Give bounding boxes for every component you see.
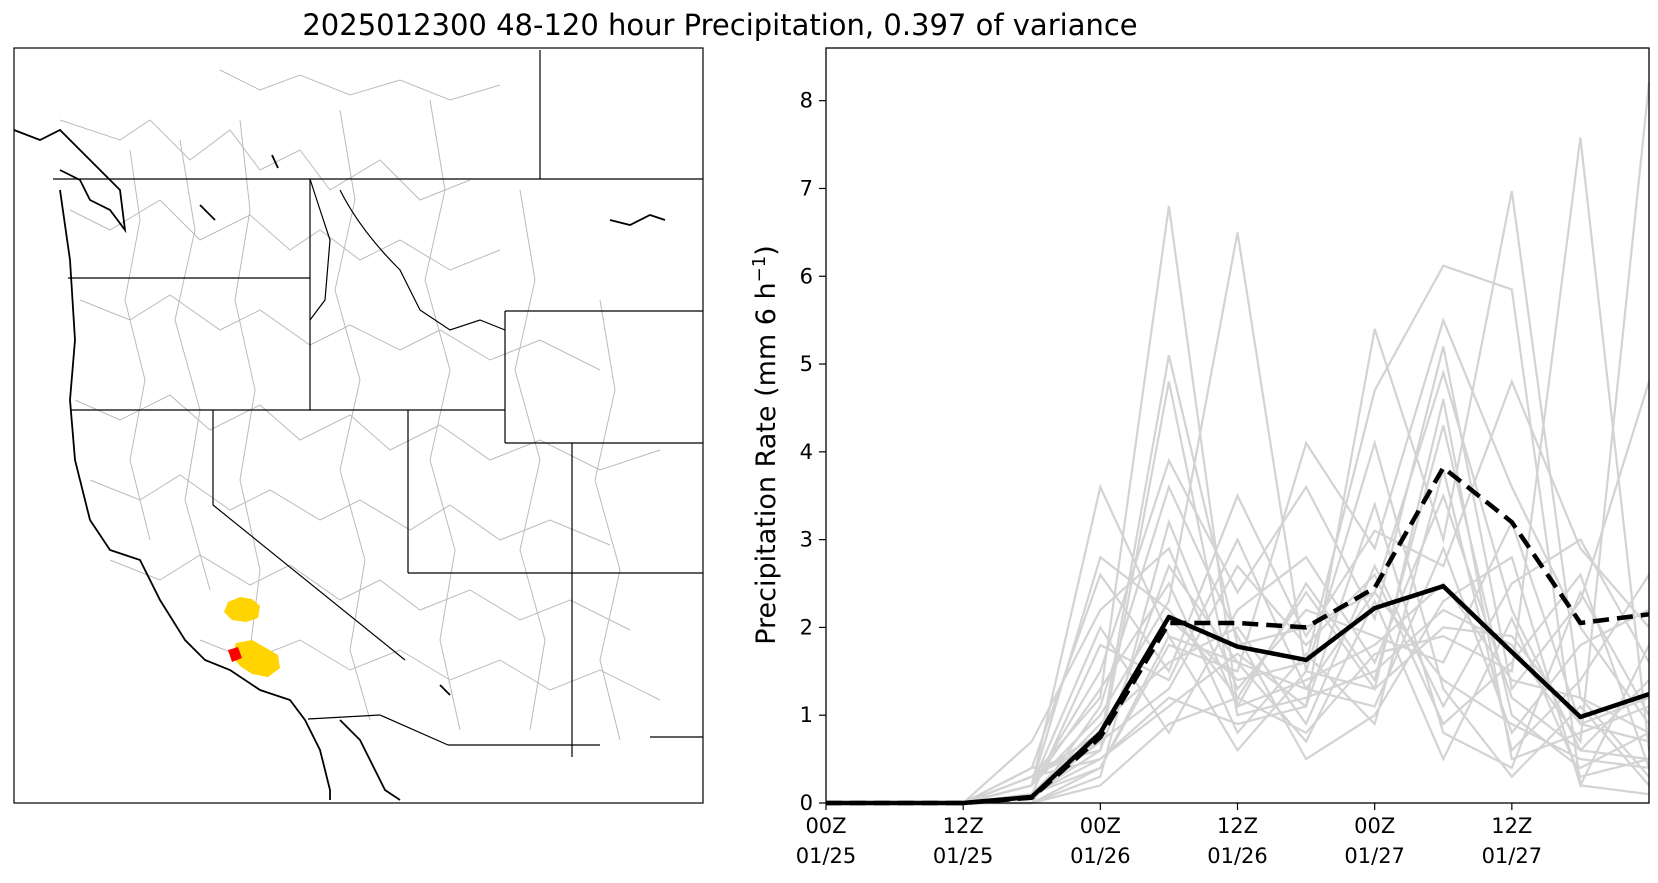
map-frame — [13, 47, 704, 804]
x-tick-label-date: 01/27 — [1482, 844, 1543, 868]
map-state-borders — [53, 50, 703, 757]
ensemble-observed-line — [826, 465, 1650, 806]
y-tick-label: 1 — [800, 703, 813, 727]
y-tick-label: 5 — [800, 352, 813, 376]
y-tick-label: 3 — [800, 528, 813, 552]
ensemble-member-line-4 — [826, 232, 1650, 805]
x-tick-label-time: 12Z — [1217, 814, 1258, 838]
x-axis-ticks: 00Z 01/25 12Z 01/25 00Z 01/26 12Z 01/26 00Z 01/27… — [796, 803, 1542, 868]
y-tick-label: 7 — [800, 176, 813, 200]
y-axis-ticks: 0 1 2 3 4 5 6 7 8 — [800, 89, 826, 815]
x-tick-label-time: 00Z — [805, 814, 846, 838]
map-coastline — [13, 128, 666, 801]
x-tick-label-time: 12Z — [1491, 814, 1532, 838]
x-tick-label-time: 12Z — [943, 814, 984, 838]
y-tick-label: 8 — [800, 89, 813, 113]
x-tick-label-date: 01/27 — [1344, 844, 1405, 868]
highlighted-basin-south — [232, 640, 280, 677]
y-tick-label: 4 — [800, 440, 813, 464]
x-tick-label-date: 01/26 — [1207, 844, 1268, 868]
x-tick-label-date: 01/25 — [796, 844, 857, 868]
ensemble-mean-line — [826, 583, 1650, 806]
ensemble-member-line-9 — [826, 82, 1651, 805]
x-tick-label-date: 01/25 — [933, 844, 994, 868]
figure-title: 2025012300 48-120 hour Precipitation, 0.… — [302, 8, 1138, 42]
highlighted-basin-red — [228, 647, 242, 662]
map-basin-lines — [59, 69, 661, 741]
x-tick-label-time: 00Z — [1080, 814, 1121, 838]
ensemble-members — [826, 82, 1651, 805]
ensemble-member-line-7 — [826, 264, 1650, 805]
x-tick-label-time: 00Z — [1354, 814, 1395, 838]
map-highlight-basins — [224, 597, 280, 677]
y-axis-label: Precipitation Rate (mm 6 h−1) — [749, 245, 783, 645]
ensemble-member-line-12 — [826, 425, 1650, 805]
x-tick-label-date: 01/26 — [1070, 844, 1131, 868]
y-tick-label: 6 — [800, 264, 813, 288]
y-tick-label: 0 — [800, 791, 813, 815]
y-tick-label: 2 — [800, 615, 813, 639]
highlighted-basin-north — [224, 597, 260, 622]
